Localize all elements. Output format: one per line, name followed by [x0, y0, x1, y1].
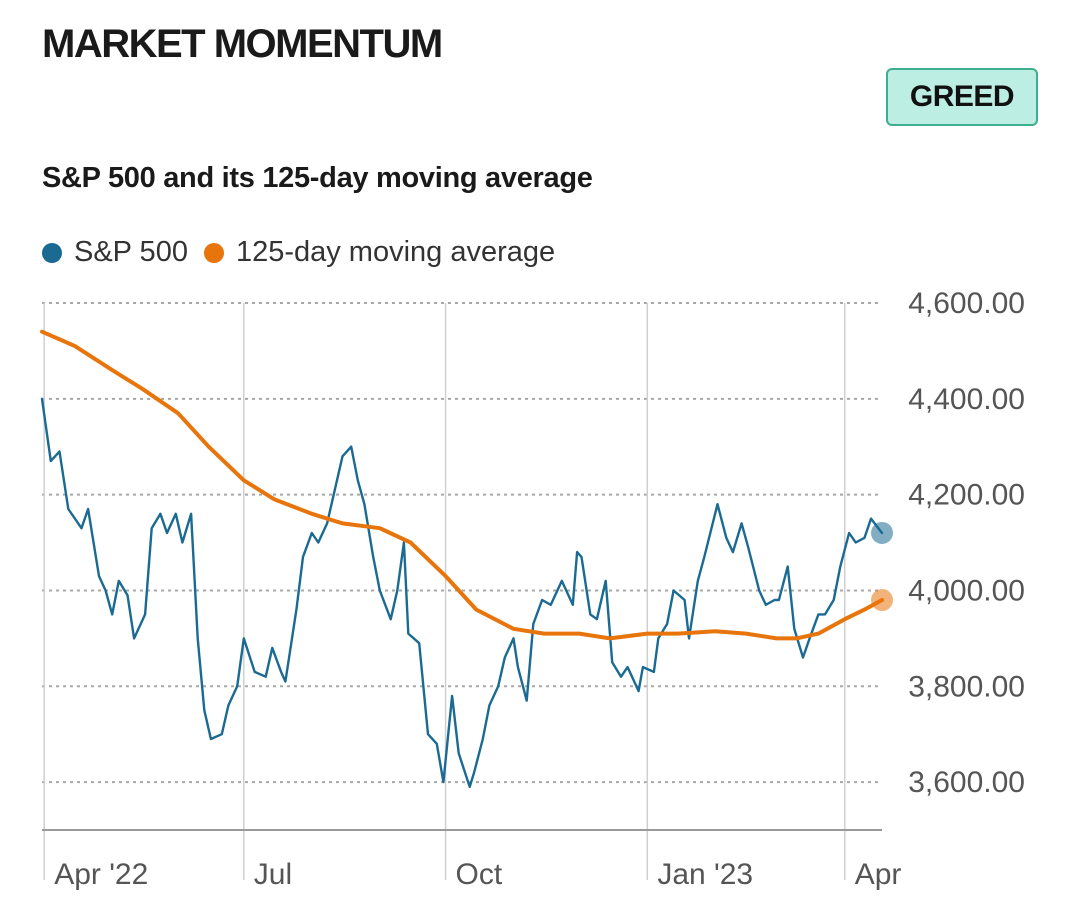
x-tick-label: Apr '22 — [54, 858, 148, 891]
sentiment-badge: GREED — [886, 68, 1038, 126]
series-line-sp500 — [40, 397, 884, 789]
x-tick-label: Oct — [456, 858, 503, 891]
legend-marker-moving-average — [203, 242, 224, 263]
x-tick-label: Apr — [855, 858, 902, 891]
y-tick-label: 4,400.00 — [908, 383, 1025, 416]
legend-item-sp500: S&P 500 — [42, 236, 188, 269]
end-marker-moving-average — [871, 589, 893, 612]
y-tick-label: 4,200.00 — [908, 479, 1025, 512]
y-tick-label: 4,000.00 — [908, 574, 1025, 607]
series-line-moving-average — [40, 329, 884, 641]
end-marker-sp500 — [871, 521, 893, 544]
x-tick-label: Jan '23 — [657, 858, 753, 891]
y-tick-label: 4,600.00 — [908, 287, 1025, 320]
legend-label-moving-average: 125-day moving average — [235, 236, 556, 268]
chart-title: S&P 500 and its 125-day moving average — [42, 162, 593, 194]
legend-marker-sp500 — [42, 242, 62, 263]
x-tick-label: Jul — [254, 858, 292, 891]
page-title: MARKET MOMENTUM — [42, 22, 443, 66]
y-tick-label: 3,600.00 — [908, 766, 1025, 799]
chart-legend: S&P 500 125-day moving average — [42, 236, 571, 269]
legend-item-moving-average: 125-day moving average — [203, 236, 556, 269]
y-tick-label: 3,800.00 — [908, 670, 1025, 703]
legend-label-sp500: S&P 500 — [74, 236, 188, 268]
